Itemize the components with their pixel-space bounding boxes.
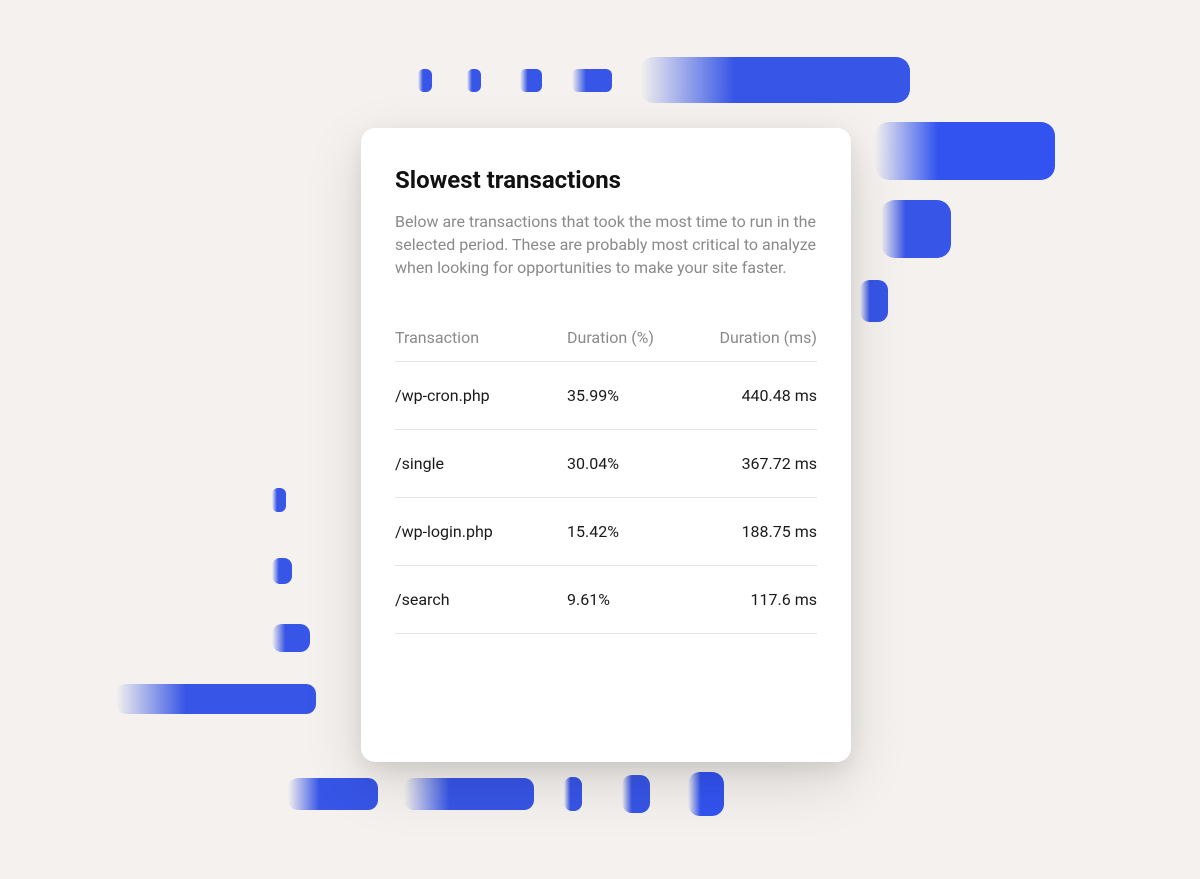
decorative-shape bbox=[572, 69, 612, 92]
decorative-shape bbox=[688, 772, 724, 816]
decorative-shape bbox=[467, 69, 481, 92]
col-header-duration-ms: Duration (ms) bbox=[697, 328, 817, 347]
decorative-shape bbox=[520, 69, 542, 92]
decorative-shape bbox=[640, 57, 910, 103]
decorative-shape bbox=[272, 558, 292, 584]
table-row[interactable]: /single 30.04% 367.72 ms bbox=[395, 430, 817, 498]
cell-transaction: /wp-login.php bbox=[395, 522, 567, 541]
cell-duration-pct: 35.99% bbox=[567, 386, 697, 405]
decorative-shape bbox=[875, 122, 1055, 180]
decorative-shape bbox=[860, 280, 888, 322]
decorative-shape bbox=[288, 778, 378, 810]
decorative-shape bbox=[622, 775, 650, 813]
cell-transaction: /search bbox=[395, 590, 567, 609]
table-row[interactable]: /search 9.61% 117.6 ms bbox=[395, 566, 817, 634]
cell-transaction: /wp-cron.php bbox=[395, 386, 567, 405]
table-row[interactable]: /wp-cron.php 35.99% 440.48 ms bbox=[395, 362, 817, 430]
cell-duration-pct: 30.04% bbox=[567, 454, 697, 473]
transactions-table: Transaction Duration (%) Duration (ms) /… bbox=[395, 328, 817, 634]
cell-duration-pct: 15.42% bbox=[567, 522, 697, 541]
cell-duration-ms: 367.72 ms bbox=[697, 454, 817, 473]
cell-duration-ms: 117.6 ms bbox=[697, 590, 817, 609]
decorative-shape bbox=[272, 488, 286, 512]
slowest-transactions-card: Slowest transactions Below are transacti… bbox=[361, 128, 851, 762]
decorative-shape bbox=[272, 624, 310, 652]
cell-duration-ms: 188.75 ms bbox=[697, 522, 817, 541]
col-header-duration-pct: Duration (%) bbox=[567, 328, 697, 347]
decorative-shape bbox=[404, 778, 534, 810]
cell-transaction: /single bbox=[395, 454, 567, 473]
col-header-transaction: Transaction bbox=[395, 328, 567, 347]
table-header: Transaction Duration (%) Duration (ms) bbox=[395, 328, 817, 362]
decorative-shape bbox=[564, 777, 582, 811]
card-description: Below are transactions that took the mos… bbox=[395, 210, 817, 280]
cell-duration-pct: 9.61% bbox=[567, 590, 697, 609]
card-title: Slowest transactions bbox=[395, 166, 817, 194]
table-row[interactable]: /wp-login.php 15.42% 188.75 ms bbox=[395, 498, 817, 566]
cell-duration-ms: 440.48 ms bbox=[697, 386, 817, 405]
decorative-shape bbox=[881, 200, 951, 258]
decorative-shape bbox=[418, 69, 432, 92]
decorative-shape bbox=[116, 684, 316, 714]
